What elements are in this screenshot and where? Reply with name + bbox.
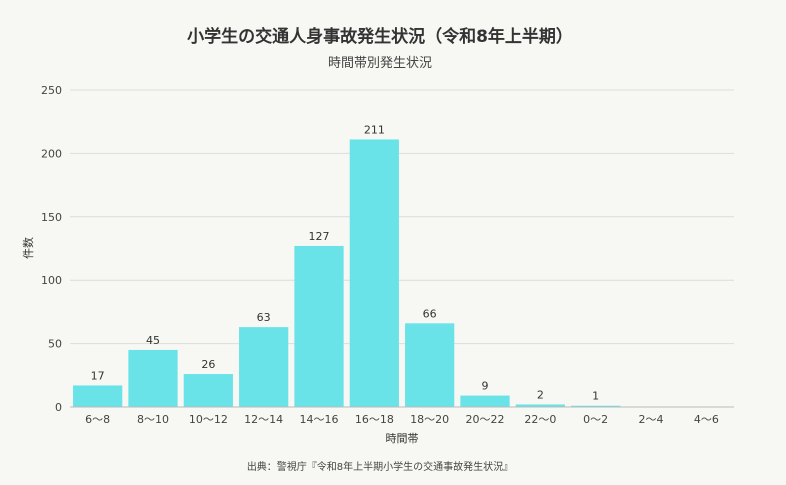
x-axis-label: 時間帯	[386, 432, 419, 445]
x-tick-label: 4〜6	[694, 413, 719, 426]
x-tick-label: 14〜16	[300, 413, 339, 426]
bar	[349, 139, 399, 407]
x-tick-label: 8〜10	[137, 413, 169, 426]
y-axis-label: 件数	[22, 237, 35, 259]
data-label: 2	[537, 388, 544, 401]
x-tick-label: 18〜20	[410, 413, 449, 426]
grid-lines	[70, 89, 734, 345]
data-label: 9	[482, 380, 489, 393]
data-label: 45	[146, 334, 160, 347]
data-label: 1	[592, 390, 599, 403]
y-tick-label: 250	[41, 84, 62, 97]
data-labels: 17 45 26 63 127 211 66 9 2 1	[91, 123, 600, 402]
y-tick-label: 100	[41, 274, 62, 287]
x-tick-label: 2〜4	[639, 413, 664, 426]
x-tick-label: 6〜8	[85, 413, 110, 426]
source-note: 出典：警視庁『令和8年上半期小学生の交通事故発生状況』	[247, 460, 513, 473]
bar	[73, 385, 123, 407]
bar	[571, 405, 621, 407]
bar	[405, 323, 455, 407]
bar	[294, 245, 344, 407]
chart-subtitle: 時間帯別発生状況	[328, 56, 432, 71]
x-tick-label: 12〜14	[244, 413, 283, 426]
data-label: 26	[201, 358, 215, 371]
data-label: 63	[257, 311, 271, 324]
y-tick-label: 0	[55, 401, 62, 414]
y-tick-label: 200	[41, 147, 62, 160]
x-tick-label: 22〜0	[524, 413, 556, 426]
x-axis-ticks: 6〜8 8〜10 10〜12 12〜14 14〜16 16〜18 18〜20 20〜22 22〜…	[85, 413, 719, 426]
y-axis-ticks: 0 50 100 150 200 250	[41, 84, 62, 414]
x-tick-label: 20〜22	[466, 413, 505, 426]
x-tick-label: 0〜2	[583, 413, 608, 426]
bar	[515, 404, 565, 407]
y-tick-label: 50	[48, 338, 62, 351]
bar	[239, 327, 289, 407]
y-tick-label: 150	[41, 211, 62, 224]
bars	[73, 139, 621, 407]
bar	[183, 374, 233, 407]
x-tick-label: 16〜18	[355, 413, 394, 426]
data-label: 211	[364, 123, 385, 136]
chart-title: 小学生の交通人身事故発生状況（令和8年上半期）	[187, 26, 573, 47]
data-label: 66	[423, 307, 437, 320]
data-label: 17	[91, 369, 105, 382]
data-label: 127	[309, 230, 330, 243]
bar	[460, 395, 510, 407]
bar	[128, 349, 178, 407]
x-tick-label: 10〜12	[189, 413, 228, 426]
